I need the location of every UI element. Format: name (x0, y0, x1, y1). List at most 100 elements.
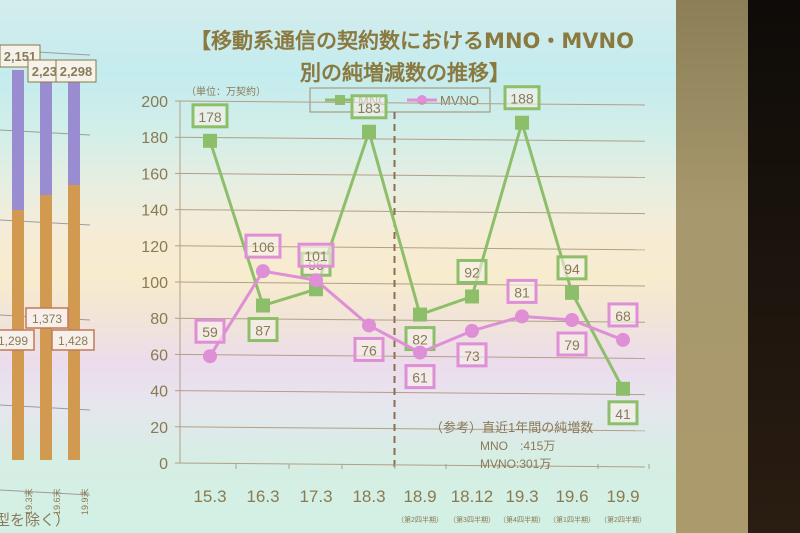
data-label: 188 (510, 91, 534, 107)
grid-and-axes: 0 20 40 60 80 100 120 140 160 180 200 (141, 94, 650, 473)
mvno-marker (465, 323, 479, 338)
data-label: 92 (464, 264, 480, 280)
unit-label: （単位：万契約） (186, 85, 266, 98)
data-label-box (353, 336, 385, 362)
mvno-marker (256, 264, 270, 279)
x-sub-label: （第2四半期） (397, 515, 443, 524)
mvno-marker (515, 309, 529, 324)
mvno-marker (565, 313, 579, 328)
mno-marker (616, 381, 630, 396)
x-tick-label: 19.6 (555, 487, 588, 506)
mno-marker (565, 285, 579, 300)
left-x-label: 19.6末 (51, 488, 62, 515)
data-label-box (404, 364, 436, 390)
x-tick-label: 18.9 (403, 487, 436, 506)
legend-mvno: MVNO (440, 93, 479, 108)
data-label: 101 (304, 248, 328, 264)
data-label: 178 (198, 109, 222, 125)
mvno-marker (362, 318, 376, 333)
chart-title-line2: 別の純増減数の推移】 (300, 61, 510, 85)
data-label-box (247, 317, 279, 343)
y-tick-label: 20 (150, 420, 168, 437)
bar-upper (40, 80, 52, 195)
data-label: 41 (615, 406, 631, 422)
svg-text:2,298: 2,298 (60, 64, 93, 79)
y-tick-label: 0 (159, 456, 168, 473)
data-label-box (244, 233, 282, 259)
left-footer: 型を除く） (0, 512, 70, 529)
note-mno: MNO :415万 (480, 439, 555, 453)
y-tick-label: 120 (141, 239, 168, 256)
y-tick-label: 40 (150, 384, 168, 401)
data-label-box (350, 94, 388, 120)
svg-text:1,299: 1,299 (0, 334, 28, 348)
left-bar-chart: 19.3末 19.6末 19.9末2,1512,2302,2981,2991,373… (0, 44, 97, 529)
x-axis-labels: 15.3 16.3 17.3 18.3 18.9 （第2四半期） 18.12 （第3四半期） 1… (193, 487, 646, 524)
data-label: 183 (357, 100, 381, 116)
mvno-marker (413, 345, 427, 360)
note-mvno: MVNO:301万 (480, 457, 551, 471)
y-tick-label: 100 (141, 275, 168, 292)
data-label-box (456, 342, 488, 368)
data-label: 82 (412, 332, 428, 348)
mvno-marker (203, 349, 217, 364)
data-label: 59 (202, 324, 218, 340)
data-label: 79 (564, 337, 580, 353)
svg-text:1,428: 1,428 (58, 334, 88, 348)
mvno-marker (616, 332, 630, 347)
mno-marker (203, 133, 217, 148)
mno-square-icon (335, 95, 345, 105)
left-x-label: 19.9末 (79, 488, 90, 515)
background-wall (748, 0, 800, 533)
mvno-marker (309, 273, 323, 288)
x-sub-label: （第2四半期） (600, 515, 646, 524)
chart-title-line1: 【移動系通信の契約数におけるMNO・MVNO (190, 29, 634, 53)
bar-lower (68, 185, 80, 460)
bar-upper (12, 70, 24, 210)
data-label-box (506, 278, 538, 304)
reference-note: （参考）直近1年間の純増数 MNO :415万 MVNO:301万 (430, 420, 593, 471)
data-label-box (297, 242, 335, 268)
data-label-box (191, 103, 229, 129)
y-tick-label: 140 (141, 203, 168, 220)
screen-border (676, 0, 748, 533)
x-sub-label: （第1四半期） (549, 515, 595, 524)
data-label: 73 (464, 348, 480, 364)
data-label: 81 (514, 284, 530, 300)
mno-marker (465, 289, 479, 304)
x-tick-label: 19.9 (606, 487, 639, 506)
data-label-box (556, 255, 588, 281)
y-tick-label: 160 (141, 166, 168, 183)
left-x-label: 19.3末 (23, 488, 34, 515)
y-tick-label: 180 (141, 130, 168, 147)
data-label: 61 (412, 370, 428, 386)
data-label: 87 (255, 323, 271, 339)
x-tick-label: 19.3 (505, 487, 538, 506)
y-tick-label: 200 (141, 94, 168, 111)
mvno-circle-icon (417, 95, 427, 105)
bar-upper (68, 80, 80, 185)
x-tick-label: 16.3 (246, 487, 279, 506)
note-heading: （参考）直近1年間の純増数 (430, 420, 593, 435)
x-sub-label: （第4四半期） (499, 515, 545, 524)
x-tick-label: 18.12 (451, 487, 494, 506)
data-label-box (607, 400, 639, 426)
data-label-box (456, 258, 488, 284)
data-label-box (556, 331, 588, 357)
mno-marker (413, 307, 427, 322)
series-lines: 1788796183829218894415910610176617381796… (191, 85, 639, 426)
data-label: 94 (564, 261, 580, 277)
y-tick-label: 60 (150, 347, 168, 364)
data-label-box (194, 318, 226, 344)
data-label-box (607, 302, 639, 328)
data-label: 106 (251, 239, 275, 255)
legend: MNO MVNO (309, 87, 491, 113)
data-label: 68 (615, 308, 631, 324)
x-tick-label: 18.3 (352, 487, 385, 506)
mno-marker (362, 124, 376, 139)
data-label: 76 (361, 342, 377, 358)
x-tick-label: 17.3 (299, 487, 332, 506)
x-sub-label: （第3四半期） (449, 515, 495, 524)
y-tick-label: 80 (150, 311, 168, 328)
